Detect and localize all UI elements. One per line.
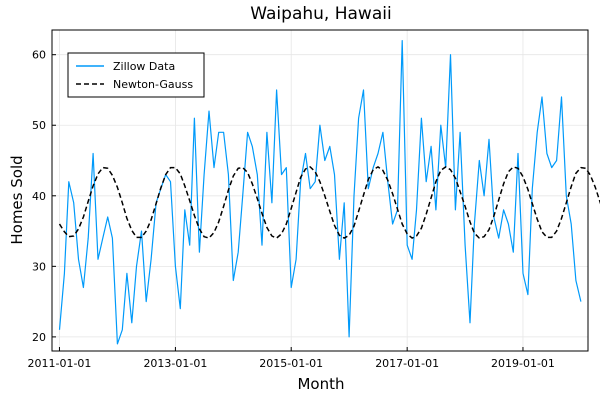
- series-line-newton-gauss: [58, 166, 600, 239]
- y-axis: 20 30 40 50 60: [32, 49, 56, 344]
- x-axis: 2011-01-01 2013-01-01 2015-01-01 2017-01-01…: [27, 347, 555, 370]
- y-axis-title: Homes Sold: [8, 155, 26, 244]
- x-tick-label: 2015-01-01: [259, 357, 323, 370]
- plot-frame: [51, 29, 589, 352]
- x-tick-label: 2013-01-01: [143, 357, 207, 370]
- series-layer: [58, 39, 600, 345]
- x-tick-label: 2019-01-01: [491, 357, 555, 370]
- chart-title: Waipahu, Hawaii: [250, 4, 391, 24]
- legend-label-newton-gauss: Newton-Gauss: [113, 78, 193, 91]
- legend-label-zillow-data: Zillow Data: [113, 60, 175, 73]
- x-tick-label: 2017-01-01: [375, 357, 439, 370]
- y-tick-label: 20: [32, 331, 46, 344]
- legend: Zillow Data Newton-Gauss: [67, 52, 205, 98]
- y-tick-label: 30: [32, 260, 46, 273]
- x-axis-title: Month: [297, 375, 344, 393]
- y-tick-label: 40: [32, 190, 46, 203]
- legend-box: [67, 52, 205, 98]
- y-tick-label: 60: [32, 49, 46, 62]
- y-tick-label: 50: [32, 119, 46, 132]
- x-tick-label: 2011-01-01: [27, 357, 91, 370]
